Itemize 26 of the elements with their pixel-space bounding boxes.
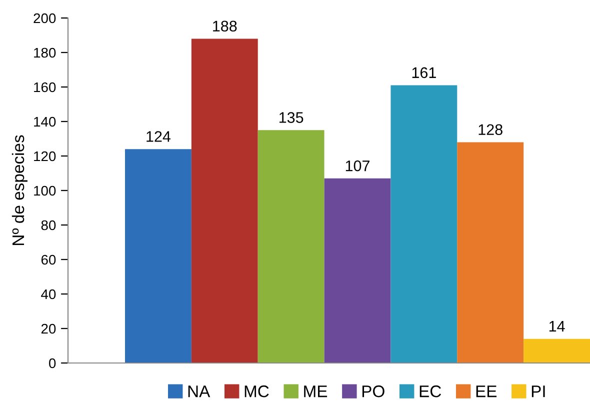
legend-label: PO	[362, 385, 384, 398]
y-tick-label: 120	[34, 151, 56, 162]
data-label: 128	[478, 124, 502, 136]
y-tick-label: 40	[41, 289, 56, 300]
y-axis-title: Nº de especies	[12, 135, 28, 245]
legend-label: PI	[532, 386, 545, 398]
data-label: 107	[346, 160, 370, 172]
y-tick-label: 20	[41, 324, 56, 334]
y-tick-label: 140	[34, 116, 56, 127]
y-tick-label: 160	[34, 82, 56, 92]
legend-label: EC	[420, 385, 442, 398]
data-label: 161	[412, 67, 436, 78]
legend-label: MC	[244, 385, 269, 398]
y-tick-label: 100	[34, 186, 56, 196]
y-tick-label: 80	[41, 220, 56, 230]
y-tick-label: 60	[41, 254, 56, 265]
legend-label: NA	[188, 386, 210, 398]
y-tick-label: 0	[49, 358, 56, 368]
y-tick-label: 200	[34, 13, 56, 24]
data-label: 188	[213, 20, 237, 32]
legend-label: ME	[304, 386, 328, 398]
data-label: 135	[279, 112, 304, 123]
y-tick-label: 180	[34, 48, 56, 58]
legend-label: EE	[476, 386, 497, 398]
data-label: 124	[146, 131, 171, 142]
data-label: 14	[549, 321, 565, 332]
